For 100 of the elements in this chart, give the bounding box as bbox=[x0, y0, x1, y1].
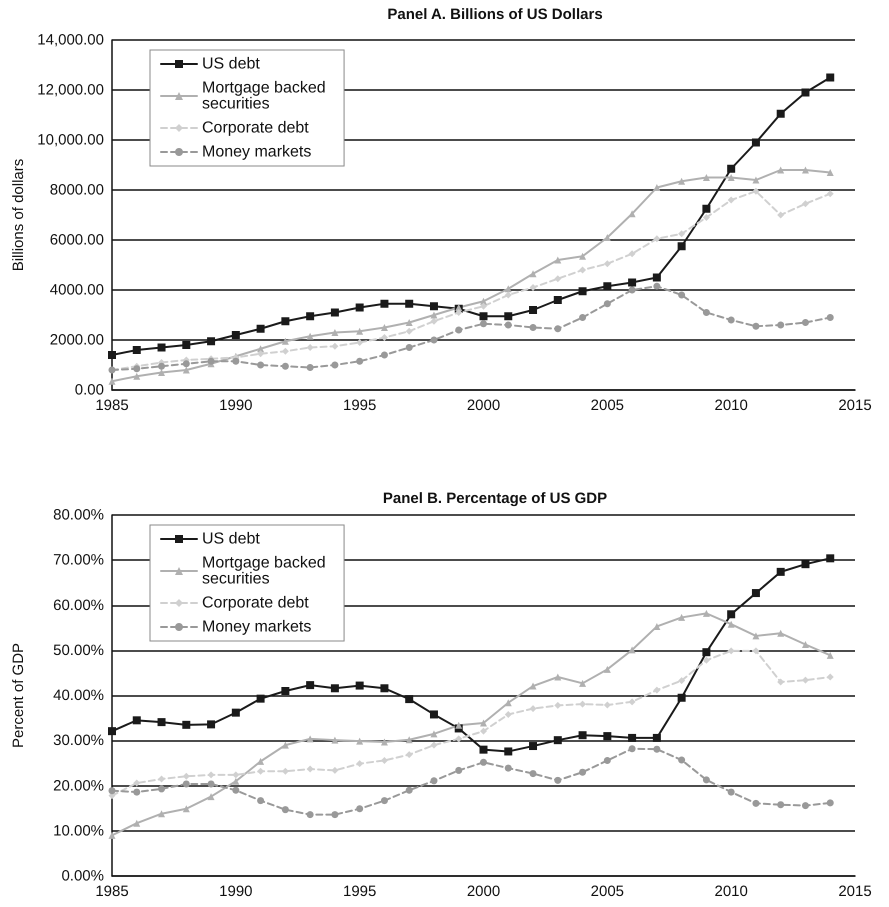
point bbox=[182, 366, 190, 374]
y-tick-label: 4000.00 bbox=[50, 282, 104, 298]
x-tick-label: 1990 bbox=[219, 883, 253, 900]
point bbox=[504, 710, 512, 718]
point bbox=[554, 275, 562, 282]
point bbox=[282, 348, 289, 355]
point bbox=[628, 745, 636, 752]
point bbox=[652, 274, 661, 282]
point bbox=[652, 734, 661, 742]
point bbox=[257, 797, 264, 804]
point bbox=[728, 174, 735, 181]
point bbox=[380, 684, 388, 692]
point bbox=[554, 296, 562, 304]
point bbox=[282, 768, 289, 775]
point bbox=[306, 344, 314, 351]
point bbox=[579, 266, 586, 274]
point bbox=[356, 805, 364, 812]
y-tick-label: 50.00% bbox=[53, 642, 104, 659]
point bbox=[530, 284, 537, 291]
point bbox=[578, 287, 587, 296]
y-tick-label: 14,000.00 bbox=[37, 32, 104, 48]
point bbox=[306, 811, 314, 818]
point bbox=[306, 364, 314, 371]
x-tick-label: 2000 bbox=[466, 883, 500, 900]
y-tick-label: 0.00 bbox=[74, 382, 104, 398]
point bbox=[158, 362, 166, 370]
point bbox=[728, 316, 735, 324]
point bbox=[802, 200, 809, 208]
point bbox=[430, 710, 438, 718]
point bbox=[752, 800, 760, 807]
point bbox=[628, 278, 636, 286]
point bbox=[331, 342, 338, 350]
point bbox=[430, 730, 438, 738]
point bbox=[653, 282, 660, 290]
point bbox=[529, 306, 538, 314]
point bbox=[554, 736, 562, 744]
point bbox=[530, 270, 537, 278]
point bbox=[678, 292, 686, 298]
point bbox=[406, 786, 413, 794]
point bbox=[133, 365, 140, 372]
x-tick-label: 1995 bbox=[342, 397, 376, 414]
point bbox=[207, 720, 216, 728]
point bbox=[256, 694, 265, 703]
point bbox=[158, 344, 166, 352]
point bbox=[579, 680, 586, 687]
y-tick-label: 10,000.00 bbox=[37, 132, 104, 148]
point bbox=[331, 736, 338, 744]
point bbox=[331, 329, 338, 336]
point bbox=[826, 652, 834, 659]
point bbox=[653, 686, 660, 694]
point bbox=[554, 256, 562, 264]
point bbox=[232, 331, 240, 339]
point bbox=[554, 776, 562, 784]
point bbox=[108, 378, 116, 385]
point bbox=[603, 732, 612, 740]
point bbox=[777, 630, 784, 637]
point bbox=[504, 285, 512, 292]
point bbox=[579, 768, 586, 776]
chart-title: Panel B. Percentage of US GDP bbox=[382, 490, 608, 507]
point bbox=[802, 166, 809, 174]
point bbox=[752, 188, 760, 195]
point bbox=[455, 735, 462, 742]
point bbox=[455, 309, 462, 316]
point bbox=[480, 312, 488, 320]
point bbox=[826, 169, 834, 176]
y-tick-label: 0.00% bbox=[61, 868, 104, 884]
point bbox=[380, 324, 388, 331]
y-tick-label: 60.00% bbox=[53, 596, 104, 614]
y-tick-label: 10.00% bbox=[53, 822, 104, 840]
point bbox=[628, 646, 636, 654]
point bbox=[356, 760, 364, 768]
legend-label: Mortgage backed securities bbox=[202, 554, 330, 588]
point bbox=[133, 780, 140, 787]
x-tick-label: 2000 bbox=[466, 397, 500, 414]
x-tick-label: 2015 bbox=[838, 883, 872, 900]
point bbox=[604, 701, 611, 708]
point bbox=[504, 292, 512, 298]
x-tick-label: 1985 bbox=[95, 883, 129, 900]
point bbox=[281, 317, 290, 326]
point bbox=[207, 337, 216, 346]
point bbox=[380, 797, 388, 804]
point bbox=[504, 322, 512, 328]
point bbox=[603, 282, 612, 290]
y-tick-label: 6000.00 bbox=[50, 232, 104, 248]
point bbox=[356, 328, 364, 335]
point bbox=[628, 698, 636, 706]
y-tick-label: 70.00% bbox=[53, 552, 104, 569]
point bbox=[208, 780, 215, 788]
point bbox=[405, 695, 414, 704]
x-tick-label: 2005 bbox=[590, 397, 624, 414]
point bbox=[356, 304, 364, 312]
point bbox=[801, 560, 810, 568]
point bbox=[330, 308, 339, 316]
y-tick-label: 12,000.00 bbox=[37, 82, 104, 98]
point bbox=[727, 164, 736, 173]
point bbox=[356, 738, 364, 745]
point bbox=[480, 302, 487, 310]
point bbox=[158, 785, 166, 792]
point bbox=[158, 775, 166, 782]
point bbox=[678, 242, 686, 250]
